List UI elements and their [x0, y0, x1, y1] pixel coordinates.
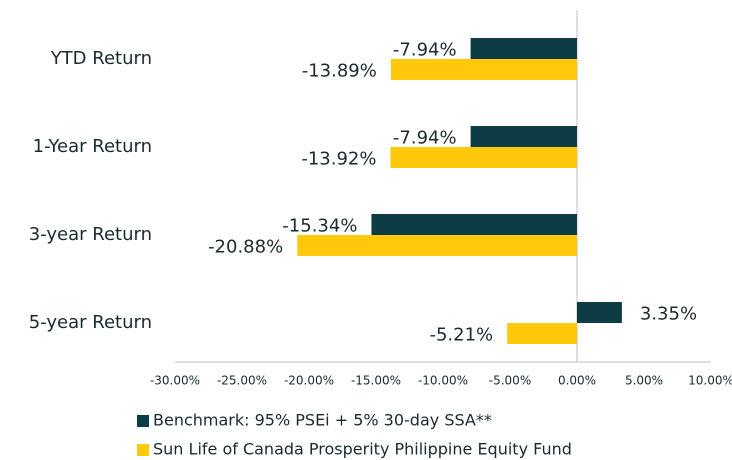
value-label: 3.35%: [640, 304, 697, 325]
bar: [390, 147, 577, 168]
value-label: -13.89%: [302, 61, 377, 82]
y-tick-label: 3-year Return: [29, 224, 152, 245]
value-label: -20.88%: [208, 237, 283, 258]
y-tick-label: 1-Year Return: [33, 136, 152, 157]
legend-label: Sun Life of Canada Prosperity Philippine…: [153, 440, 572, 459]
x-tick-label: -5.00%: [489, 374, 531, 388]
bar: [297, 235, 577, 256]
x-tick-label: -10.00%: [418, 374, 468, 388]
y-tick-label: YTD Return: [50, 48, 152, 69]
value-label: -7.94%: [393, 128, 457, 149]
x-tick-label: -15.00%: [351, 374, 401, 388]
bar: [507, 323, 577, 344]
legend-swatch: [137, 415, 149, 427]
bar: [390, 59, 577, 80]
bar: [470, 126, 577, 147]
y-tick-label: 5-year Return: [29, 312, 152, 333]
x-tick-label: 5.00%: [625, 374, 663, 388]
value-label: -15.34%: [282, 216, 357, 237]
x-tick-label: -30.00%: [150, 374, 200, 388]
bar: [577, 302, 622, 323]
x-tick-label: -25.00%: [217, 374, 267, 388]
legend-swatch: [137, 444, 149, 456]
value-label: -13.92%: [301, 149, 376, 170]
value-label: -5.21%: [429, 325, 493, 346]
value-label: -7.94%: [393, 40, 457, 61]
x-tick-label: -20.00%: [284, 374, 334, 388]
x-tick-label: 0.00%: [558, 374, 596, 388]
legend-label: Benchmark: 95% PSEi + 5% 30-day SSA**: [153, 411, 492, 430]
x-tick-label: 10.00%: [688, 374, 732, 388]
bar: [470, 38, 577, 59]
bar: [371, 214, 577, 235]
